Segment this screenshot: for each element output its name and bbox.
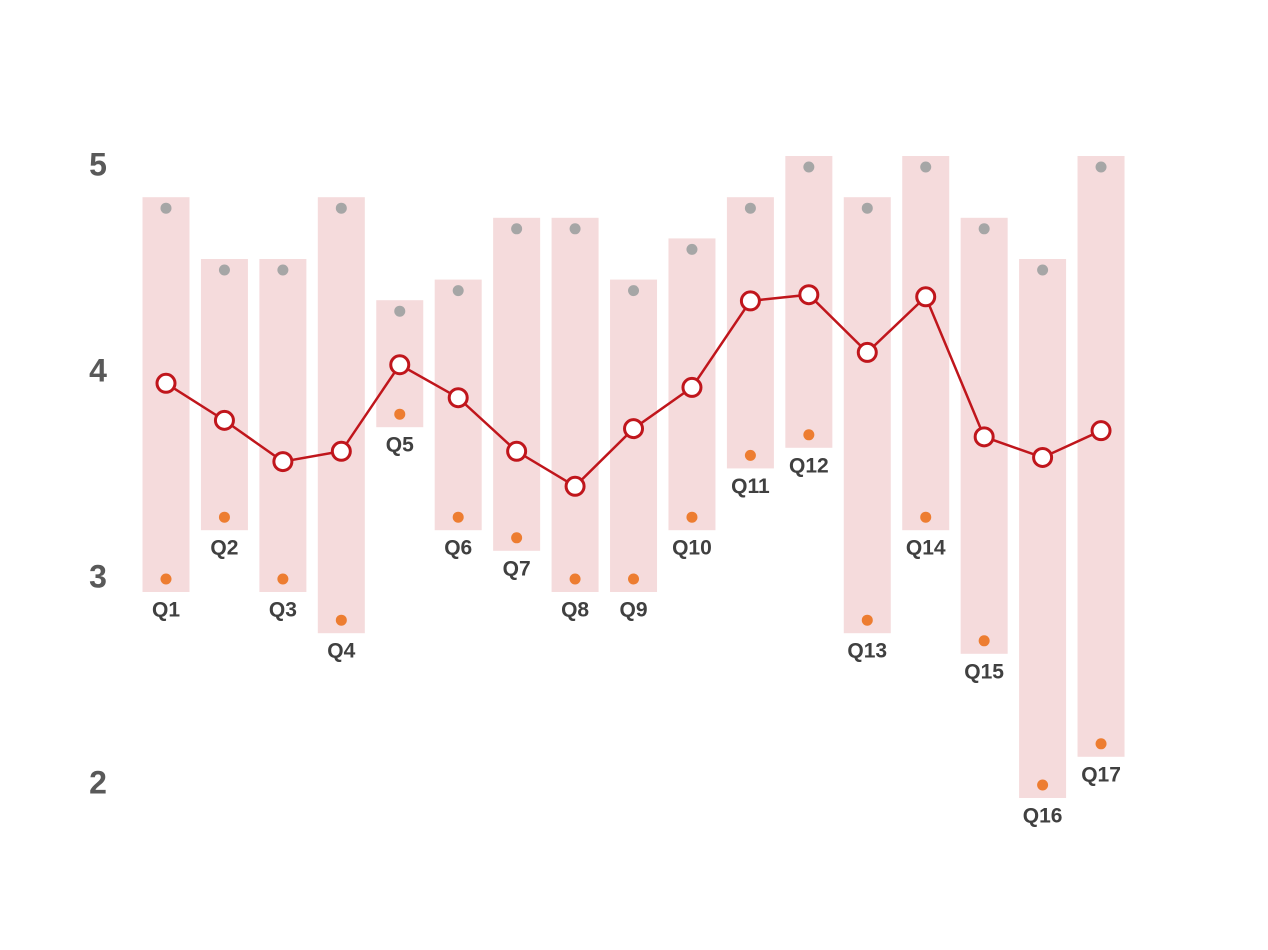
x-tick-label: Q12 xyxy=(789,454,829,477)
mean-point xyxy=(155,372,177,394)
max-dot xyxy=(1037,264,1049,276)
max-dot xyxy=(335,202,347,214)
max-dot xyxy=(1095,161,1107,173)
mean-point xyxy=(1090,420,1112,442)
range-band xyxy=(493,217,541,551)
max-dot xyxy=(160,202,172,214)
min-dot xyxy=(861,614,873,626)
max-dot xyxy=(277,264,289,276)
min-dot xyxy=(803,429,815,441)
x-tick-label: Q7 xyxy=(503,557,531,580)
min-dot xyxy=(394,408,406,420)
min-dot xyxy=(920,511,932,523)
y-tick-label: 2 xyxy=(89,764,107,800)
range-band xyxy=(1077,156,1125,757)
min-dot xyxy=(335,614,347,626)
x-tick-label: Q1 xyxy=(152,599,180,622)
mean-point xyxy=(564,475,586,497)
x-tick-label: Q14 xyxy=(906,537,946,560)
min-dot xyxy=(744,449,756,461)
x-tick-label: Q9 xyxy=(620,599,648,622)
mean-point xyxy=(915,286,937,308)
min-dot xyxy=(452,511,464,523)
x-tick-label: Q10 xyxy=(672,537,712,560)
mean-point xyxy=(389,354,411,376)
min-dot xyxy=(978,635,990,647)
range-band xyxy=(259,259,307,592)
min-dot xyxy=(1095,738,1107,750)
max-dot xyxy=(744,202,756,214)
max-dot xyxy=(628,285,640,297)
max-dot xyxy=(569,223,581,235)
max-dot xyxy=(218,264,230,276)
mean-point xyxy=(798,284,820,306)
min-dot xyxy=(511,532,523,544)
x-tick-label: Q5 xyxy=(386,434,414,457)
min-dot xyxy=(569,573,581,585)
y-tick-label: 4 xyxy=(89,352,107,388)
max-dot xyxy=(920,161,932,173)
x-tick-label: Q15 xyxy=(964,660,1004,683)
max-dot xyxy=(394,305,406,317)
mean-point xyxy=(506,440,528,462)
min-dot xyxy=(160,573,172,585)
range-band xyxy=(317,197,365,634)
x-tick-label: Q4 xyxy=(327,640,355,663)
x-tick-label: Q3 xyxy=(269,599,297,622)
max-dot xyxy=(803,161,815,173)
mean-point xyxy=(213,409,235,431)
mean-point xyxy=(447,387,469,409)
range-band xyxy=(1019,259,1067,798)
mean-point xyxy=(856,341,878,363)
min-dot xyxy=(218,511,230,523)
mean-point xyxy=(681,376,703,398)
mean-point xyxy=(623,418,645,440)
y-tick-label: 3 xyxy=(89,558,107,594)
range-band xyxy=(726,197,774,469)
min-dot xyxy=(628,573,640,585)
max-dot xyxy=(511,223,523,235)
x-tick-label: Q13 xyxy=(847,640,887,663)
range-band xyxy=(902,156,950,531)
max-dot xyxy=(686,243,698,255)
min-dot xyxy=(1037,779,1049,791)
range-band xyxy=(200,259,248,531)
mean-point xyxy=(1032,446,1054,468)
range-band xyxy=(551,217,599,593)
x-tick-label: Q2 xyxy=(210,537,238,560)
x-tick-label: Q11 xyxy=(731,475,770,498)
range-band xyxy=(843,197,891,634)
max-dot xyxy=(452,285,464,297)
y-tick-label: 5 xyxy=(89,146,107,182)
min-dot xyxy=(686,511,698,523)
min-dot xyxy=(277,573,289,585)
mean-point xyxy=(330,440,352,462)
x-tick-label: Q17 xyxy=(1081,763,1121,786)
max-dot xyxy=(978,223,990,235)
mean-point xyxy=(739,290,761,312)
max-dot xyxy=(861,202,873,214)
x-tick-label: Q6 xyxy=(444,537,472,560)
x-tick-label: Q8 xyxy=(561,599,589,622)
x-tick-label: Q16 xyxy=(1023,805,1063,828)
mean-point xyxy=(272,451,294,473)
mean-point xyxy=(973,426,995,448)
